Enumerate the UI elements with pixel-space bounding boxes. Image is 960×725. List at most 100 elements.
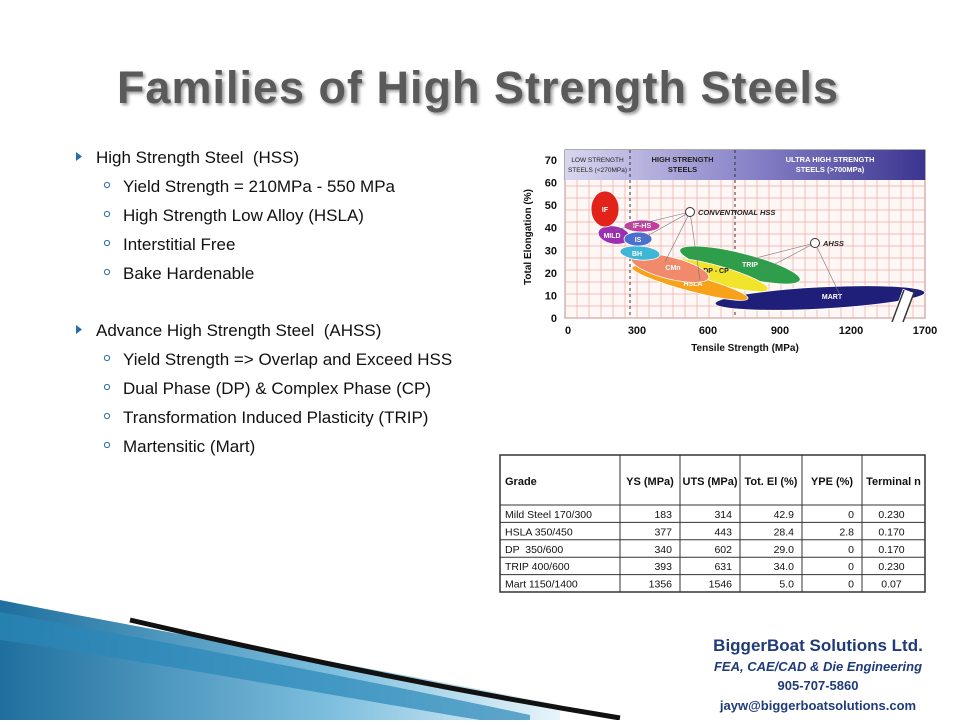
- x-tick-label: 0: [565, 325, 571, 337]
- region-label: TRIP: [742, 262, 758, 269]
- table-cell: Mart 1150/1400: [505, 579, 578, 591]
- axis-break-line: [902, 289, 916, 323]
- callout-line: [639, 211, 691, 241]
- region-label: BH: [632, 251, 642, 258]
- region-label: HSLA: [683, 281, 702, 288]
- band-label: STEELS (<270MPa): [568, 167, 627, 174]
- region-label: MILD: [603, 233, 620, 240]
- region-label: IS: [635, 237, 642, 244]
- sub-bullet-marker: [103, 239, 111, 247]
- table-cell: 0.170: [878, 526, 904, 538]
- y-tick-label: 70: [545, 155, 557, 167]
- table-cell: 34.0: [774, 561, 795, 573]
- sub-bullet: Martensitic (Mart): [123, 437, 255, 456]
- table-cell: 0: [848, 579, 854, 591]
- phone: 905-707-5860: [778, 678, 859, 693]
- region-label: MART: [822, 294, 843, 301]
- table-cell: 314: [714, 509, 732, 521]
- table-cell: Mild Steel 170/300: [505, 509, 592, 521]
- sub-bullet-marker: [103, 268, 111, 276]
- table-header: Tot. El (%): [745, 476, 798, 488]
- bullet: High Strength Steel (HSS): [96, 148, 299, 167]
- table-cell: 0.07: [881, 579, 902, 591]
- table-cell: DP 350/600: [505, 544, 563, 556]
- swoosh: [0, 600, 560, 720]
- sub-bullet: Yield Strength => Overlap and Exceed HSS: [123, 350, 452, 369]
- sub-bullet-marker: [103, 354, 111, 362]
- table-cell: 28.4: [774, 526, 795, 538]
- callout-marker: [810, 238, 820, 248]
- table-header: UTS (MPa): [683, 476, 738, 488]
- table-cell: 0.170: [878, 544, 904, 556]
- email: jayw@biggerboatsolutions.com: [719, 698, 916, 713]
- table-cell: 602: [714, 544, 732, 556]
- region: [623, 219, 661, 233]
- y-tick-label: 50: [545, 200, 557, 212]
- region-label: CMn: [665, 265, 680, 272]
- table-cell: 0.230: [878, 509, 904, 521]
- callout-line: [759, 242, 816, 273]
- callout-line: [664, 211, 691, 263]
- callout-label: AHSS: [822, 239, 844, 248]
- bullet: Advance High Strength Steel (AHSS): [96, 321, 381, 340]
- callout-label: CONVENTIONAL HSS: [698, 208, 775, 217]
- table-cell: 29.0: [774, 544, 795, 556]
- table-cell: 0: [848, 509, 854, 521]
- tagline: FEA, CAE/CAD & Die Engineering: [714, 659, 922, 674]
- sub-bullet-marker: [103, 441, 111, 449]
- table-cell: 1356: [649, 579, 673, 591]
- callout-line: [739, 242, 816, 263]
- x-axis-label: Tensile Strength (MPa): [691, 343, 799, 354]
- table-cell: 2.8: [839, 526, 854, 538]
- sub-bullet-marker: [103, 210, 111, 218]
- y-tick-label: 10: [545, 290, 557, 302]
- table-cell: 393: [654, 561, 672, 573]
- table-cell: 1546: [709, 579, 733, 591]
- y-tick-label: 0: [551, 313, 557, 325]
- band-label: STEELS: [668, 165, 697, 174]
- band-label: STEELS (>700MPa): [796, 165, 865, 174]
- table-cell: 42.9: [774, 509, 795, 521]
- table-cell: HSLA 350/450: [505, 526, 573, 538]
- table-cell: 340: [654, 544, 672, 556]
- table-cell: 0.230: [878, 561, 904, 573]
- bullet-arrow: [76, 152, 82, 161]
- region-label: IF: [602, 207, 609, 214]
- x-tick-label: 1200: [839, 325, 863, 337]
- sub-bullet: Bake Hardenable: [123, 264, 254, 283]
- swoosh: [0, 612, 530, 720]
- x-tick-label: 600: [699, 325, 717, 337]
- band-label: LOW STRENGTH: [571, 157, 624, 164]
- y-axis-label: Total Elongation (%): [523, 189, 534, 285]
- table-cell: TRIP 400/600: [505, 561, 570, 573]
- table-cell: 183: [654, 509, 672, 521]
- table-header: Grade: [505, 476, 537, 488]
- y-tick-label: 40: [545, 223, 557, 235]
- region: [590, 190, 620, 228]
- sub-bullet: Yield Strength = 210MPa - 550 MPa: [123, 177, 396, 196]
- table-cell: 443: [714, 526, 732, 538]
- company: BiggerBoat Solutions Ltd.: [713, 636, 923, 655]
- y-tick-label: 30: [545, 245, 557, 257]
- sub-bullet: Dual Phase (DP) & Complex Phase (CP): [123, 379, 431, 398]
- x-tick-label: 300: [628, 325, 646, 337]
- sub-bullet-marker: [103, 412, 111, 420]
- y-tick-label: 60: [545, 178, 557, 190]
- bullet-arrow: [76, 325, 82, 334]
- sub-bullet-marker: [103, 383, 111, 391]
- table-cell: 0: [848, 544, 854, 556]
- axis-break: [891, 288, 915, 324]
- table-cell: 5.0: [779, 579, 794, 591]
- callout-line: [814, 242, 841, 296]
- table-header: YPE (%): [811, 476, 854, 488]
- callout-line: [689, 211, 701, 281]
- table-cell: 0: [848, 561, 854, 573]
- band-label: ULTRA HIGH STRENGTH: [786, 155, 875, 164]
- band-header: [565, 150, 925, 180]
- callout-marker: [685, 207, 695, 217]
- sub-bullet: High Strength Low Alloy (HSLA): [123, 206, 364, 225]
- table-cell: 631: [714, 561, 732, 573]
- table-cell: 377: [654, 526, 672, 538]
- x-tick-label: 1700: [913, 325, 937, 337]
- sub-bullet-marker: [103, 181, 111, 189]
